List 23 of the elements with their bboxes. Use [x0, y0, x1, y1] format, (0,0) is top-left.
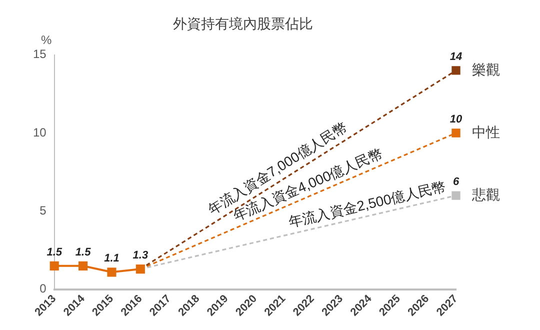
y-tick-label: 15: [32, 47, 47, 62]
point: [136, 264, 145, 274]
point: [107, 268, 116, 277]
data-label: 1.3: [132, 250, 148, 262]
point: [50, 261, 59, 270]
y-tick-label: 10: [32, 125, 47, 140]
point: [452, 191, 460, 200]
data-label: 1.1: [104, 252, 120, 265]
data-label: 14: [450, 50, 462, 63]
y-axis-title: %: [41, 33, 52, 48]
y-tick-label: 5: [40, 203, 47, 218]
chart-title: 外資持有境內股票佔比: [173, 15, 313, 32]
data-label: 1.5: [75, 246, 92, 258]
data-label: 1.5: [46, 246, 63, 258]
point: [78, 261, 88, 270]
data-label: 6: [452, 176, 460, 188]
data-label: 10: [450, 114, 463, 126]
series-label: 樂觀: [472, 61, 500, 78]
point: [452, 66, 460, 75]
point: [452, 128, 460, 138]
y-tick-label: 0: [40, 282, 47, 296]
series-label: 中性: [472, 124, 500, 140]
series-label: 悲觀: [471, 186, 500, 202]
